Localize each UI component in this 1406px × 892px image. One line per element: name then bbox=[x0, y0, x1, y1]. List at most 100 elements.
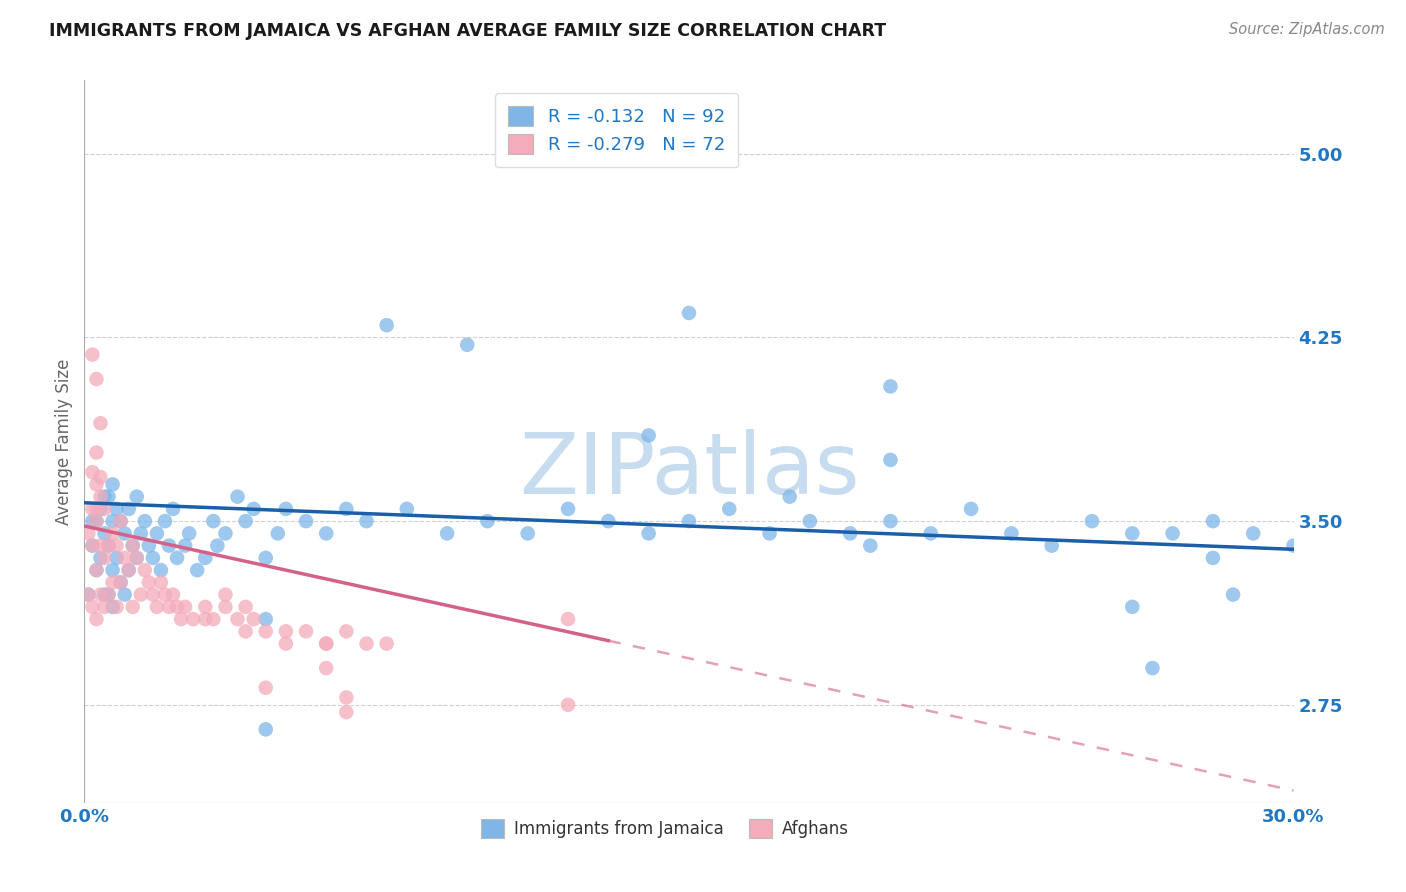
Point bbox=[235, 624, 257, 639]
Point bbox=[153, 588, 176, 602]
Point bbox=[118, 563, 141, 577]
Point bbox=[1222, 588, 1244, 602]
Point bbox=[86, 563, 108, 577]
Point bbox=[295, 514, 318, 528]
Point bbox=[557, 612, 579, 626]
Point bbox=[1000, 526, 1022, 541]
Point bbox=[1241, 526, 1264, 541]
Point bbox=[86, 514, 108, 528]
Point bbox=[129, 588, 152, 602]
Point bbox=[149, 575, 172, 590]
Point bbox=[356, 637, 378, 651]
Point bbox=[166, 550, 188, 565]
Point bbox=[93, 526, 115, 541]
Point bbox=[157, 539, 180, 553]
Point bbox=[254, 624, 277, 639]
Point bbox=[89, 502, 111, 516]
Point bbox=[89, 470, 111, 484]
Point bbox=[93, 588, 115, 602]
Point bbox=[86, 612, 108, 626]
Point bbox=[1202, 550, 1225, 565]
Point bbox=[110, 514, 132, 528]
Point bbox=[105, 539, 128, 553]
Point bbox=[186, 563, 208, 577]
Point bbox=[118, 563, 141, 577]
Point bbox=[121, 599, 143, 614]
Point bbox=[114, 526, 136, 541]
Point bbox=[142, 588, 165, 602]
Point bbox=[557, 698, 579, 712]
Point bbox=[89, 588, 111, 602]
Point bbox=[82, 502, 104, 516]
Point bbox=[179, 526, 201, 541]
Point bbox=[86, 563, 108, 577]
Point bbox=[758, 526, 780, 541]
Point bbox=[97, 490, 120, 504]
Point bbox=[1202, 514, 1225, 528]
Point bbox=[194, 612, 217, 626]
Point bbox=[93, 502, 115, 516]
Point bbox=[110, 575, 132, 590]
Point bbox=[129, 526, 152, 541]
Point bbox=[114, 550, 136, 565]
Point bbox=[637, 526, 659, 541]
Point bbox=[214, 588, 236, 602]
Point bbox=[82, 539, 104, 553]
Point bbox=[153, 514, 176, 528]
Point bbox=[97, 588, 120, 602]
Point bbox=[93, 550, 115, 565]
Point bbox=[82, 465, 104, 479]
Point bbox=[86, 514, 108, 528]
Point bbox=[89, 416, 111, 430]
Text: IMMIGRANTS FROM JAMAICA VS AFGHAN AVERAGE FAMILY SIZE CORRELATION CHART: IMMIGRANTS FROM JAMAICA VS AFGHAN AVERAG… bbox=[49, 22, 886, 40]
Point bbox=[557, 502, 579, 516]
Point bbox=[356, 514, 378, 528]
Point bbox=[97, 539, 120, 553]
Point bbox=[174, 599, 197, 614]
Point bbox=[146, 599, 169, 614]
Legend: Immigrants from Jamaica, Afghans: Immigrants from Jamaica, Afghans bbox=[474, 813, 856, 845]
Point bbox=[375, 637, 398, 651]
Text: ZIPatlas: ZIPatlas bbox=[519, 429, 859, 512]
Point bbox=[456, 338, 478, 352]
Point bbox=[82, 539, 104, 553]
Point bbox=[86, 502, 108, 516]
Point bbox=[879, 514, 901, 528]
Point bbox=[97, 539, 120, 553]
Point bbox=[146, 526, 169, 541]
Point bbox=[142, 550, 165, 565]
Point bbox=[101, 477, 124, 491]
Point bbox=[477, 514, 499, 528]
Point bbox=[254, 681, 277, 695]
Point bbox=[1282, 539, 1305, 553]
Point bbox=[202, 612, 225, 626]
Point bbox=[77, 588, 100, 602]
Point bbox=[678, 306, 700, 320]
Point bbox=[82, 348, 104, 362]
Point bbox=[105, 550, 128, 565]
Point bbox=[101, 575, 124, 590]
Point bbox=[110, 575, 132, 590]
Point bbox=[207, 539, 229, 553]
Point bbox=[93, 599, 115, 614]
Point bbox=[202, 514, 225, 528]
Point bbox=[162, 502, 184, 516]
Point bbox=[335, 705, 357, 719]
Point bbox=[1121, 526, 1143, 541]
Point bbox=[315, 661, 337, 675]
Point bbox=[242, 612, 264, 626]
Point bbox=[114, 588, 136, 602]
Point bbox=[315, 526, 337, 541]
Point bbox=[157, 599, 180, 614]
Point bbox=[166, 599, 188, 614]
Point bbox=[254, 612, 277, 626]
Point bbox=[267, 526, 290, 541]
Point bbox=[125, 550, 148, 565]
Point bbox=[82, 599, 104, 614]
Point bbox=[920, 526, 942, 541]
Point bbox=[134, 514, 156, 528]
Point bbox=[315, 637, 337, 651]
Point bbox=[879, 453, 901, 467]
Point bbox=[254, 723, 277, 737]
Point bbox=[799, 514, 821, 528]
